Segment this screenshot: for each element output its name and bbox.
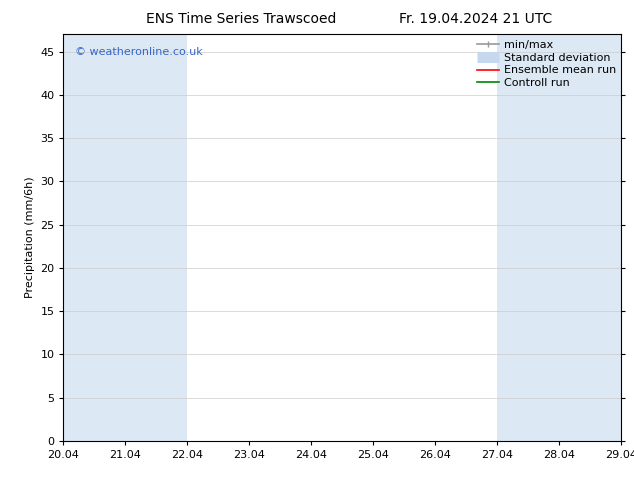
Y-axis label: Precipitation (mm/6h): Precipitation (mm/6h): [25, 177, 35, 298]
Text: ENS Time Series Trawscoed: ENS Time Series Trawscoed: [146, 12, 336, 26]
Bar: [497, 34, 559, 441]
Text: © weatheronline.co.uk: © weatheronline.co.uk: [75, 47, 202, 56]
Bar: [63, 34, 126, 441]
Legend: min/max, Standard deviation, Ensemble mean run, Controll run: min/max, Standard deviation, Ensemble me…: [475, 38, 618, 91]
Bar: [559, 34, 621, 441]
Bar: [126, 34, 188, 441]
Text: Fr. 19.04.2024 21 UTC: Fr. 19.04.2024 21 UTC: [399, 12, 552, 26]
